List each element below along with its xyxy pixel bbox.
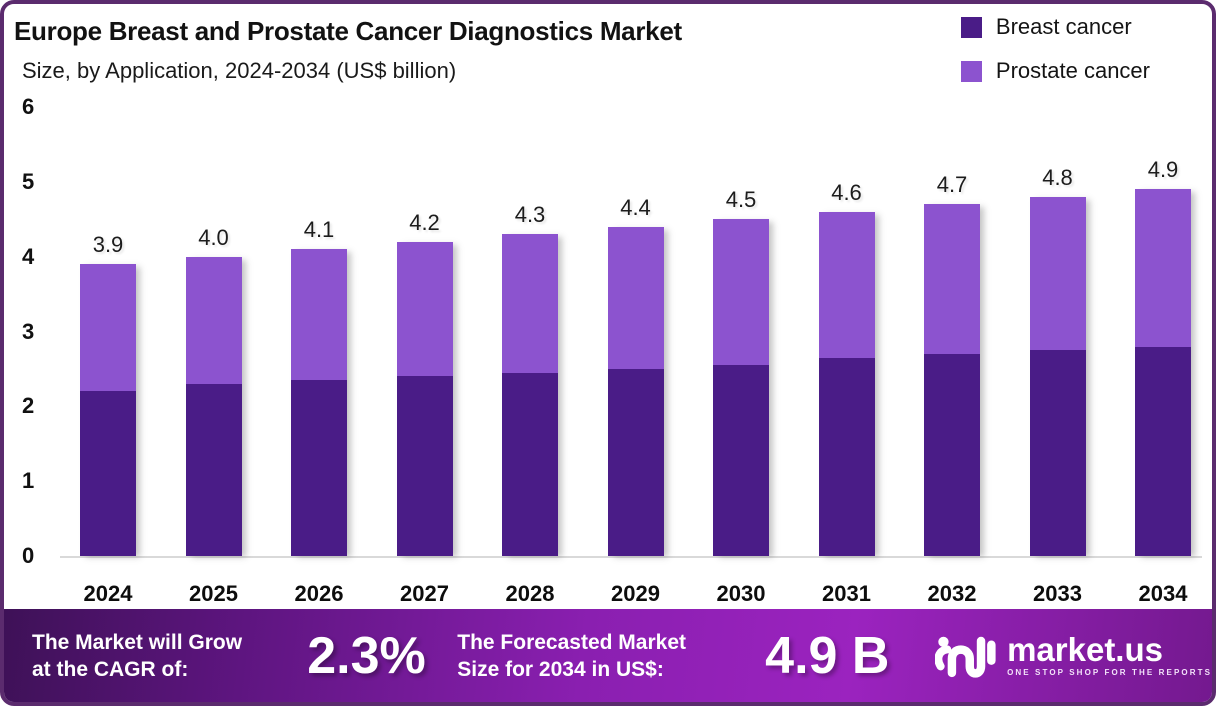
legend-item-breast-cancer: Breast cancer [960, 14, 1150, 39]
cagr-value: 2.3% [307, 626, 426, 685]
x-axis-label-2025: 2025 [189, 581, 238, 606]
bar-2030 [713, 219, 769, 556]
bar-segment-prostate-cancer-2030 [713, 219, 769, 365]
bar-segment-breast-cancer-2025 [185, 384, 242, 556]
bar-2026 [291, 249, 347, 556]
cagr-label-line1: The Market will Grow [32, 630, 243, 654]
bar-segment-prostate-cancer-2031 [818, 212, 875, 358]
bar-2029 [607, 227, 664, 556]
x-axis-label-2027: 2027 [400, 581, 449, 606]
x-axis-label-2031: 2031 [822, 581, 871, 606]
x-axis-label-2034: 2034 [1138, 581, 1188, 606]
legend-label-breast-cancer: Breast cancer [995, 14, 1132, 39]
x-axis-label-2024: 2024 [83, 581, 133, 606]
x-axis-label-2026: 2026 [294, 581, 344, 606]
x-axis-label-2028: 2028 [505, 581, 555, 606]
bar-2032 [924, 204, 980, 556]
bar-segment-prostate-cancer-2034 [1135, 189, 1191, 347]
cagr-label: The Market will Grow at the CAGR of: [32, 629, 292, 683]
bar-segment-breast-cancer-2030 [713, 365, 769, 556]
bottom-banner: The Market will Grow at the CAGR of: 2.3… [4, 609, 1212, 702]
x-axis-label-2029: 2029 [611, 581, 660, 606]
y-axis-tick-5: 5 [22, 169, 35, 194]
bar-segment-breast-cancer-2033 [1029, 350, 1086, 556]
bar-segment-breast-cancer-2034 [1135, 347, 1191, 556]
forecast-label-line1: The Forecasted Market [457, 630, 686, 654]
bar-segment-breast-cancer-2027 [396, 376, 453, 556]
bar-segment-prostate-cancer-2025 [185, 257, 242, 384]
bar-segment-prostate-cancer-2028 [502, 234, 558, 373]
bar-2033 [1029, 197, 1086, 556]
bar-segment-breast-cancer-2024 [80, 391, 136, 556]
market-us-logo-icon [935, 636, 996, 678]
bar-value-label-2032: 4.7 [936, 172, 968, 197]
bar-value-label-2024: 3.9 [92, 232, 124, 257]
legend-label-prostate-cancer: Prostate cancer [995, 58, 1150, 83]
x-axis-label-2030: 2030 [716, 581, 766, 606]
market-us-logo: market.us ONE STOP SHOP FOR THE REPORTS [935, 629, 1212, 683]
legend-item-prostate-cancer: Prostate cancer [960, 58, 1150, 83]
bar-2031 [818, 212, 875, 556]
bar-segment-breast-cancer-2032 [924, 354, 980, 556]
bar-segment-prostate-cancer-2027 [396, 242, 453, 376]
market-us-logo-text: market.us [1007, 630, 1163, 668]
x-axis-label-2032: 2032 [927, 581, 977, 606]
y-axis-tick-3: 3 [22, 318, 35, 344]
bar-value-label-2031: 4.6 [831, 180, 862, 205]
chart-subtitle: Size, by Application, 2024-2034 (US$ bil… [22, 58, 457, 83]
bar-value-label-2029: 4.4 [620, 195, 651, 220]
forecast-label-line2: Size for 2034 in US$: [457, 657, 664, 681]
x-axis-label-2033: 2033 [1033, 581, 1082, 606]
bar-segment-prostate-cancer-2024 [80, 264, 136, 391]
market-us-logo-tagline: ONE STOP SHOP FOR THE REPORTS [1007, 667, 1213, 677]
bar-segment-prostate-cancer-2029 [607, 227, 664, 369]
bar-2024 [80, 264, 136, 556]
cagr-label-line2: at the CAGR of: [32, 657, 189, 681]
y-axis-tick-0: 0 [22, 543, 35, 568]
bar-segment-prostate-cancer-2033 [1029, 197, 1086, 350]
chart-title: Europe Breast and Prostate Cancer Diagno… [14, 16, 682, 46]
bar-segment-breast-cancer-2028 [502, 373, 558, 556]
bar-value-label-2026: 4.1 [303, 217, 335, 242]
bar-segment-breast-cancer-2029 [607, 369, 664, 556]
market-us-logo-text-block: market.us ONE STOP SHOP FOR THE REPORTS [1007, 630, 1213, 677]
legend: Breast cancer Prostate cancer [960, 14, 1150, 104]
bar-segment-breast-cancer-2026 [291, 380, 347, 556]
bar-2034 [1135, 189, 1191, 556]
bar-value-label-2025: 4.0 [198, 225, 229, 250]
bar-segment-prostate-cancer-2032 [924, 204, 980, 354]
bar-2025 [185, 257, 242, 556]
y-axis-tick-6: 6 [22, 94, 35, 120]
bar-value-label-2028: 4.3 [514, 202, 546, 227]
y-axis-tick-1: 1 [22, 468, 35, 494]
bar-2028 [502, 234, 558, 556]
forecast-value: 4.9 B [765, 626, 890, 685]
bar-value-label-2033: 4.8 [1042, 165, 1073, 190]
forecast-label: The Forecasted Market Size for 2034 in U… [457, 629, 737, 683]
breast-cancer-swatch-icon [960, 16, 982, 38]
x-axis-line [60, 556, 1202, 558]
bar-segment-breast-cancer-2031 [818, 358, 875, 556]
bar-value-label-2027: 4.2 [409, 210, 440, 235]
bar-segment-prostate-cancer-2026 [291, 249, 347, 380]
y-axis-tick-2: 2 [22, 393, 35, 419]
plot-area: 0 1 2 3 4 5 6 3.9 2024 4.0 2025 4.1 2026 4.2 2027 4.3 20… [4, 4, 1212, 702]
bar-value-label-2030: 4.5 [725, 187, 757, 212]
y-axis-tick-4: 4 [22, 243, 35, 269]
prostate-cancer-swatch-icon [960, 60, 982, 82]
bar-value-label-2034: 4.9 [1147, 157, 1179, 182]
bar-2027 [396, 242, 453, 556]
